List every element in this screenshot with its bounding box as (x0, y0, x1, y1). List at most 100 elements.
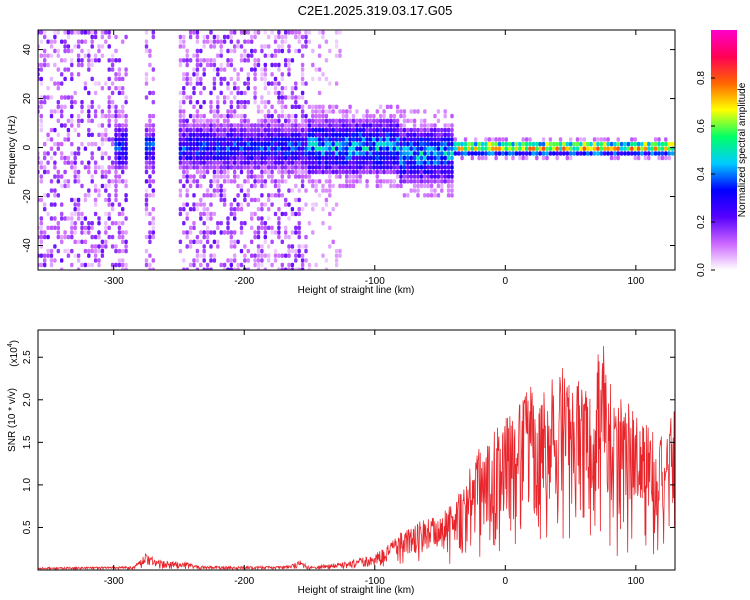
heatmap-cell (267, 100, 271, 105)
heatmap-cell (222, 230, 227, 235)
heatmap-cell (229, 262, 233, 268)
heatmap-cell (399, 132, 403, 137)
heatmap-cell (104, 239, 108, 244)
heatmap-cell (222, 132, 227, 137)
heatmap-cell (185, 72, 189, 77)
heatmap-cell (246, 174, 250, 179)
heatmap-cell (395, 169, 400, 175)
heatmap-cell (188, 113, 193, 119)
heatmap-cell (182, 118, 186, 123)
heatmap-cell (345, 179, 349, 184)
heatmap-cell (429, 132, 434, 137)
heatmap-cell (233, 197, 237, 203)
heatmap-cell (412, 123, 417, 128)
heatmap-cell (182, 183, 186, 189)
heatmap-cell (338, 53, 342, 58)
heatmap-cell (239, 100, 244, 105)
heatmap-cell (280, 72, 284, 77)
heatmap-cell (304, 118, 308, 123)
heatmap-cell (256, 258, 261, 263)
heatmap-cell (616, 141, 620, 147)
heatmap-cell (270, 262, 274, 268)
heatmap-cell (243, 118, 247, 123)
heatmap-cell (633, 155, 637, 161)
heatmap-cell (307, 165, 312, 170)
heatmap-cell (121, 160, 125, 165)
heatmap-cell (219, 169, 223, 175)
heatmap-cell (311, 113, 315, 119)
heatmap-cell (284, 160, 288, 165)
heatmap-cell (273, 86, 278, 91)
heatmap-cell (202, 118, 206, 123)
heatmap-cell (212, 127, 217, 133)
heatmap-cell (535, 146, 539, 151)
heatmap-cell (243, 244, 247, 249)
heatmap-cell (39, 165, 43, 170)
heatmap-cell (46, 137, 50, 142)
heatmap-cell (589, 146, 593, 151)
heatmap-cell (73, 197, 77, 203)
heatmap-cell (575, 151, 580, 156)
heatmap-cell (287, 165, 291, 170)
heatmap-cell (270, 72, 274, 77)
heatmap-cell (212, 81, 217, 86)
heatmap-cell (426, 169, 430, 175)
heatmap-cell (151, 137, 155, 142)
heatmap-cell (195, 239, 200, 244)
heatmap-cell (521, 155, 525, 161)
heatmap-cell (599, 137, 603, 142)
heatmap-cell (345, 141, 349, 147)
heatmap-cell (586, 146, 590, 151)
heatmap-cell (246, 165, 250, 170)
heatmap-cell (300, 132, 305, 137)
heatmap-cell (321, 221, 325, 226)
heatmap-cell (379, 141, 383, 147)
heatmap-cell (144, 72, 149, 77)
heatmap-cell (97, 221, 101, 226)
heatmap-cell (239, 132, 244, 137)
heatmap-cell (250, 132, 254, 137)
heatmap-cell (300, 179, 305, 184)
heatmap-cell (117, 127, 122, 133)
heatmap-cell (209, 118, 213, 123)
heatmap-cell (399, 113, 403, 119)
heatmap-cell (239, 104, 244, 109)
heatmap-cell (653, 146, 658, 151)
heatmap-cell (419, 165, 424, 170)
heatmap-cell (114, 193, 118, 198)
heatmap-cell (287, 262, 291, 268)
heatmap-cell (372, 151, 376, 156)
heatmap-cell (66, 48, 71, 54)
heatmap-cell (219, 113, 223, 119)
heatmap-cell (253, 132, 257, 137)
heatmap-cell (192, 225, 196, 230)
heatmap-cell (419, 179, 424, 184)
heatmap-cell (267, 165, 271, 170)
heatmap-cell (250, 146, 254, 151)
heatmap-cell (260, 141, 264, 147)
heatmap-cell (53, 109, 57, 114)
heatmap-cell (60, 104, 64, 109)
heatmap-cell (80, 104, 84, 109)
heatmap-cell (338, 137, 342, 142)
heatmap-cell (328, 160, 332, 165)
heatmap-cell (294, 197, 298, 203)
heatmap-cell (395, 183, 400, 189)
heatmap-cell (284, 95, 288, 100)
heatmap-cell (392, 155, 396, 161)
heatmap-cell (406, 179, 410, 184)
heatmap-cell (284, 169, 288, 175)
heatmap-cell (412, 141, 417, 147)
heatmap-cell (222, 127, 227, 133)
heatmap-cell (426, 155, 430, 161)
heatmap-cell (457, 146, 461, 151)
heatmap-cell (195, 169, 200, 175)
heatmap-cell (263, 239, 267, 244)
heatmap-cell (117, 86, 122, 91)
heatmap-cell (205, 230, 210, 235)
heatmap-cell (552, 146, 556, 151)
heatmap-cell (504, 141, 508, 147)
heatmap-cell (124, 244, 128, 249)
heatmap-cell (423, 132, 427, 137)
heatmap-cell (87, 262, 91, 268)
